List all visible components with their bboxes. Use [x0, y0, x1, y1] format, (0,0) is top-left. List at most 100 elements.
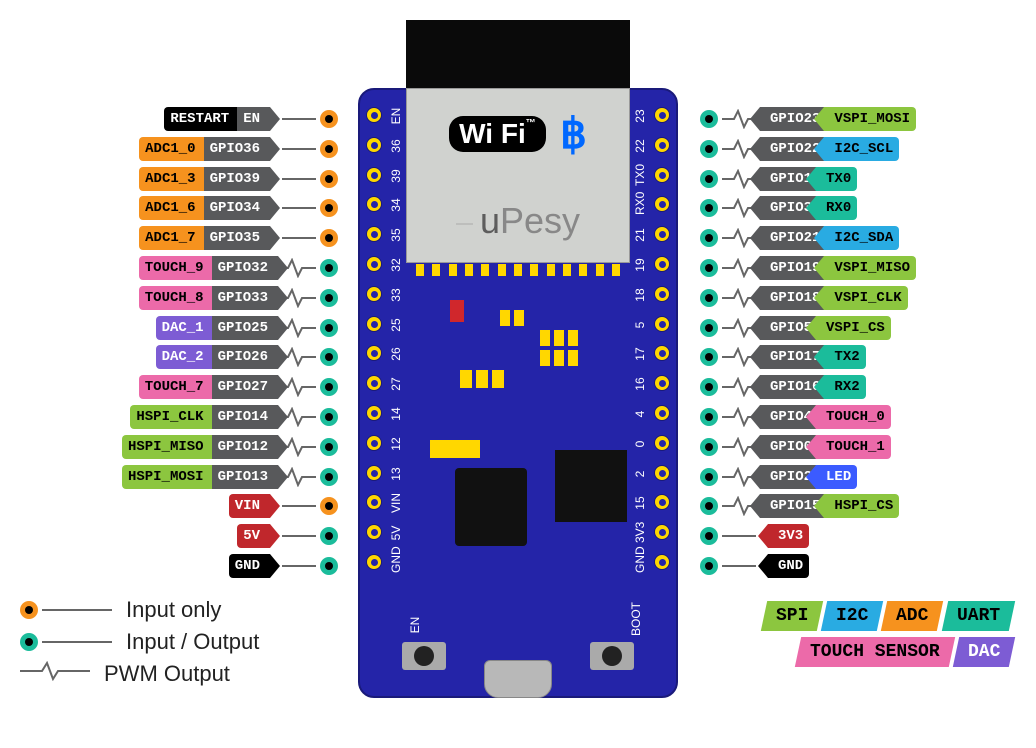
lead-line	[722, 565, 756, 567]
chip-pads	[416, 264, 620, 276]
lead-line	[282, 148, 316, 150]
category-badge-adc: ADC	[881, 601, 944, 631]
lead-line	[282, 237, 316, 239]
lead-line	[282, 565, 316, 567]
io-dot-icon	[320, 527, 338, 545]
silkscreen-label: 3V3	[633, 523, 647, 543]
io-dot-icon	[320, 319, 338, 337]
pin-hole	[366, 316, 382, 332]
silkscreen-label: 12	[389, 434, 403, 454]
pin-row-hspi_miso: HSPI_MISOGPIO12	[8, 434, 338, 460]
pin-tag: VSPI_CLK	[824, 286, 907, 310]
legend-label: Input / Output	[126, 629, 259, 655]
pin-row-gpio1: GPIO1TX0	[700, 166, 1030, 192]
silkscreen-label: 15	[633, 493, 647, 513]
smd	[554, 330, 564, 346]
pin-row-gpio3: GPIO3RX0	[700, 195, 1030, 221]
pin-tag: 5V	[237, 524, 270, 548]
input-only-dot-icon	[320, 497, 338, 515]
smd	[492, 370, 504, 388]
pin-hole	[366, 137, 382, 153]
input-only-dot-icon	[320, 110, 338, 128]
smd	[568, 330, 578, 346]
smd-cap	[430, 440, 480, 458]
smd	[514, 310, 524, 326]
pin-tag: GPIO33	[212, 286, 278, 310]
pin-row-gpio21: GPIO21I2C_SDA	[700, 225, 1030, 251]
pin-tag: GPIO25	[212, 316, 278, 340]
pin-hole	[654, 137, 670, 153]
silkscreen-label: 18	[633, 285, 647, 305]
pin-tag: EN	[237, 107, 270, 131]
pin-tag: VSPI_CS	[816, 316, 891, 340]
silkscreen-label: 5V	[389, 523, 403, 543]
pin-tag: RX2	[824, 375, 865, 399]
silkscreen-label: 35	[389, 225, 403, 245]
pin-tag: HSPI_MISO	[122, 435, 214, 459]
regulator-ic	[455, 468, 527, 546]
io-dot-icon	[20, 633, 38, 651]
pin-tag: ADC1_7	[139, 226, 205, 250]
esp32-module: Wi Fi™ ฿ ⎯⎯ uuPesyPesy	[406, 88, 630, 263]
lead-line	[282, 535, 316, 537]
silkscreen-label: 19	[633, 255, 647, 275]
silkscreen-label: 36	[389, 136, 403, 156]
silkscreen-label: 4	[633, 404, 647, 424]
pin-row-gpio0: GPIO0TOUCH_1	[700, 434, 1030, 460]
legend-label: PWM Output	[104, 661, 230, 687]
pin-tag: DAC_2	[156, 345, 214, 369]
pin-row-gpio5: GPIO5VSPI_CS	[700, 315, 1030, 341]
io-dot-icon	[320, 259, 338, 277]
pin-tag: GPIO35	[204, 226, 270, 250]
pin-row-gpio2: GPIO2LED	[700, 464, 1030, 490]
pin-tag: VSPI_MISO	[824, 256, 916, 280]
io-dot-icon	[700, 229, 718, 247]
pin-tag: DAC_1	[156, 316, 214, 340]
pin-tag: VSPI_MOSI	[824, 107, 916, 131]
pin-tag: TOUCH_0	[816, 405, 891, 429]
category-badge-spi: SPI	[760, 601, 823, 631]
legend-pwm: PWM Output	[20, 658, 259, 690]
pin-row-gnd: GND	[700, 553, 1030, 579]
silkscreen-label: 0	[633, 434, 647, 454]
silkscreen-label: VIN	[389, 493, 403, 513]
pin-tag: TOUCH_9	[139, 256, 214, 280]
pin-tag: TX0	[816, 167, 857, 191]
io-dot-icon	[700, 557, 718, 575]
silkscreen-label: EN	[389, 106, 403, 126]
io-dot-icon	[700, 140, 718, 158]
pin-hole	[654, 554, 670, 570]
input-only-dot-icon	[20, 601, 38, 619]
pin-tag: ADC1_0	[139, 137, 205, 161]
pin-row-dac_2: DAC_2GPIO26	[8, 344, 338, 370]
pin-tag: TOUCH_8	[139, 286, 214, 310]
pin-row-gpio15: GPIO15HSPI_CS	[700, 493, 1030, 519]
pin-tag: HSPI_CS	[824, 494, 899, 518]
category-badge-uart: UART	[942, 601, 1016, 631]
category-badge-dac: DAC	[952, 637, 1015, 667]
input-only-dot-icon	[320, 199, 338, 217]
lead-line	[282, 178, 316, 180]
pin-tag: GPIO14	[212, 405, 278, 429]
pin-row-touch_9: TOUCH_9GPIO32	[8, 255, 338, 281]
smd	[568, 350, 578, 366]
io-dot-icon	[700, 199, 718, 217]
silkscreen-label: 13	[389, 464, 403, 484]
pin-tag: RX0	[816, 196, 857, 220]
pin-row-adc1_7: ADC1_7GPIO35	[8, 225, 338, 251]
lead-line	[282, 118, 316, 120]
pin-row-touch_8: TOUCH_8GPIO33	[8, 285, 338, 311]
pin-row-gpio18: GPIO18VSPI_CLK	[700, 285, 1030, 311]
pin-row-gpio23: GPIO23VSPI_MOSI	[700, 106, 1030, 132]
io-dot-icon	[700, 289, 718, 307]
pin-row-vin: VIN	[8, 493, 338, 519]
silkscreen-label: 16	[633, 374, 647, 394]
pin-row-gpio19: GPIO19VSPI_MISO	[700, 255, 1030, 281]
io-dot-icon	[700, 527, 718, 545]
silkscreen-label: GND	[389, 553, 403, 573]
pin-hole	[366, 167, 382, 183]
antenna	[406, 20, 630, 90]
pin-hole	[654, 286, 670, 302]
pin-tag: GPIO32	[212, 256, 278, 280]
pin-tag: HSPI_CLK	[130, 405, 213, 429]
